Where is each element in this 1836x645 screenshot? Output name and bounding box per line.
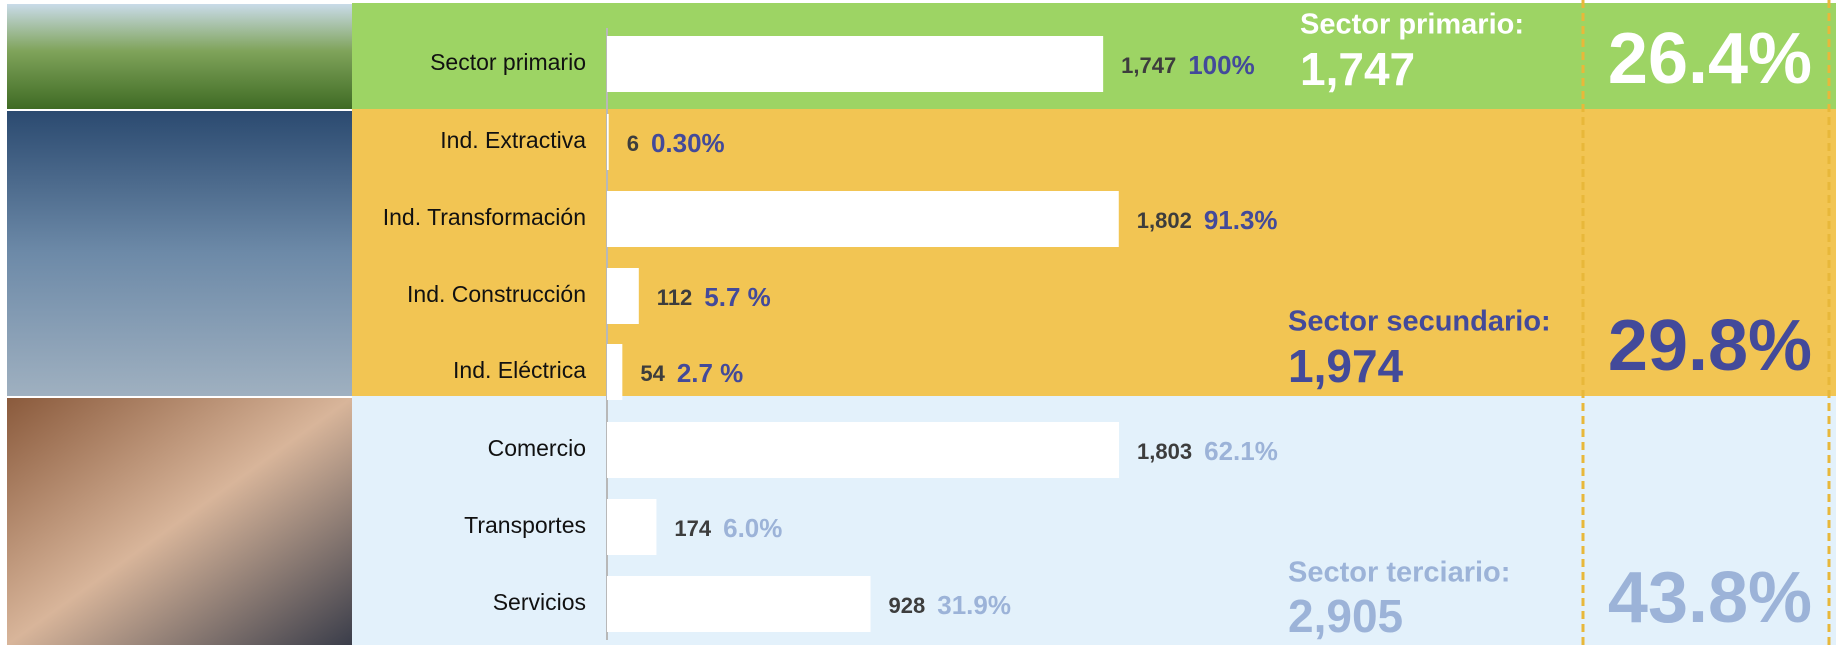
category-label: Transportes [464,512,586,538]
category-label: Servicios [493,589,586,615]
share-label: 91.3% [1204,205,1278,235]
sector-total: 1,974 [1288,340,1404,392]
sector-name: Sector secundario: [1288,306,1551,338]
category-label: Ind. Construcción [407,281,586,307]
bar [607,191,1119,247]
value-label: 6 [627,131,639,156]
share-label: 6.0% [723,513,782,543]
bar [607,36,1104,92]
sector-name: Sector primario: [1300,9,1524,41]
category-label: Ind. Eléctrica [453,357,586,383]
sector-band [352,109,1836,396]
sector-share: 43.8% [1608,558,1812,638]
sector-share: 29.8% [1608,306,1812,386]
sector-share: 26.4% [1608,19,1812,99]
value-label: 54 [640,361,665,386]
bar [607,268,639,324]
value-label: 174 [674,516,711,541]
category-label: Sector primario [430,49,586,75]
value-label: 1,802 [1137,208,1192,233]
sector-total: 2,905 [1288,590,1403,642]
share-label: 0.30% [651,128,725,158]
category-label: Ind. Extractiva [440,127,586,153]
bar [607,576,871,632]
share-label: 100% [1188,50,1255,80]
bar [607,344,623,400]
sector-total: 1,747 [1300,43,1415,95]
value-label: 112 [657,285,693,310]
bar [607,114,609,170]
value-label: 1,747 [1121,53,1176,78]
sector-name: Sector terciario: [1288,557,1510,589]
category-label: Comercio [488,435,586,461]
share-label: 2.7 % [677,358,744,388]
photo-field [7,4,352,109]
value-label: 928 [889,593,926,618]
photo-factory [7,111,352,396]
bar [607,499,657,555]
value-label: 1,803 [1137,439,1192,464]
photo-shop [7,398,352,645]
bar [607,422,1120,478]
share-label: 31.9% [937,590,1011,620]
share-label: 5.7 % [704,282,771,312]
category-label: Ind. Transformación [383,204,586,230]
share-label: 62.1% [1204,436,1278,466]
